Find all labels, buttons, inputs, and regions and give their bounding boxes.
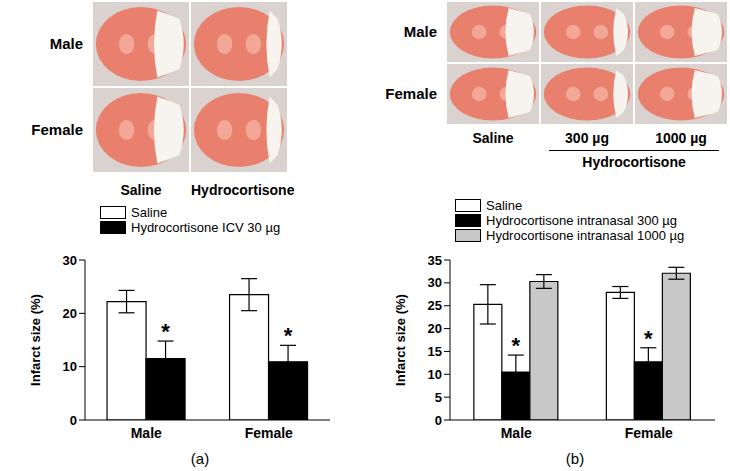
html-text:Hydrocortisone: Hydrocortisone xyxy=(191,182,295,198)
html-text:Hydrocortisone ICV 30 µg: Hydrocortisone ICV 30 µg xyxy=(131,220,281,235)
html-text:Saline: Saline xyxy=(131,205,168,220)
svg-text:30: 30 xyxy=(428,275,442,290)
html-text:1000 µg: 1000 µg xyxy=(655,130,707,146)
svg-text:Male: Male xyxy=(131,425,162,441)
svg-text:*: * xyxy=(161,319,170,344)
svg-text:15: 15 xyxy=(428,344,442,359)
svg-text:0: 0 xyxy=(435,413,442,428)
svg-text:10: 10 xyxy=(428,367,442,382)
html-text:Saline: Saline xyxy=(472,130,514,146)
svg-text:Female: Female xyxy=(245,425,293,441)
html-text:(b): (b) xyxy=(565,450,585,467)
svg-text:30: 30 xyxy=(63,253,77,268)
html-text:(a): (a) xyxy=(190,450,210,467)
html-text:Female: Female xyxy=(31,121,83,138)
html-text:Male: Male xyxy=(403,23,437,40)
svg-text:35: 35 xyxy=(428,253,442,268)
svg-text:20: 20 xyxy=(63,306,77,321)
html-text:300 µg: 300 µg xyxy=(565,130,609,146)
svg-text:*: * xyxy=(512,333,521,358)
svg-text:Infarct size (%): Infarct size (%) xyxy=(28,294,43,386)
html-text:Hydrocortisone: Hydrocortisone xyxy=(582,154,686,170)
svg-text:*: * xyxy=(284,323,293,348)
html-text:Saline: Saline xyxy=(486,198,523,213)
html-text:Hydrocortisone intranasal 1000: Hydrocortisone intranasal 1000 µg xyxy=(486,228,685,243)
html-text:Saline: Saline xyxy=(120,182,162,198)
svg-text:Male: Male xyxy=(501,425,532,441)
html-text:Hydrocortisone intranasal 300: Hydrocortisone intranasal 300 µg xyxy=(486,213,677,228)
svg-text:5: 5 xyxy=(435,390,442,405)
svg-text:25: 25 xyxy=(428,298,442,313)
svg-text:Infarct size (%): Infarct size (%) xyxy=(393,294,408,386)
svg-text:0: 0 xyxy=(70,413,77,428)
svg-text:*: * xyxy=(644,326,653,351)
svg-text:20: 20 xyxy=(428,321,442,336)
html-text:Male: Male xyxy=(49,35,83,52)
svg-text:10: 10 xyxy=(63,359,77,374)
svg-text:Female: Female xyxy=(625,425,673,441)
html-text:Female: Female xyxy=(385,85,437,102)
